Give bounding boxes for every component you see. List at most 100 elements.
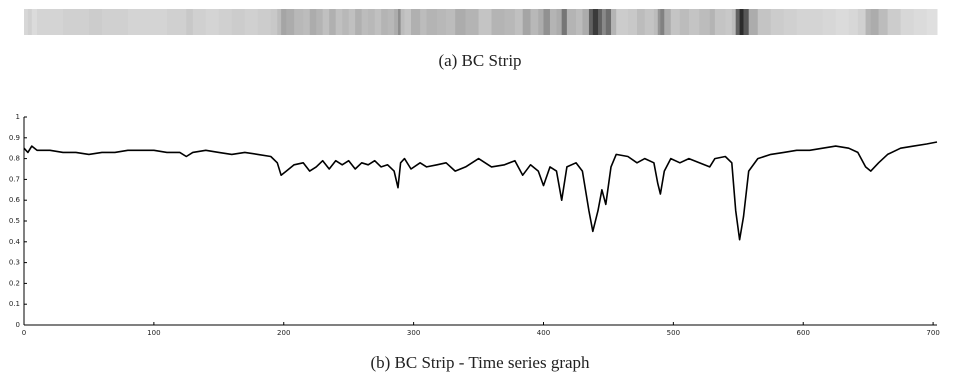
strip-cell [660, 9, 664, 35]
strip-cell [310, 9, 317, 35]
strip-cell [556, 9, 562, 35]
strip-cell [455, 9, 466, 35]
y-tick-label: 0.6 [9, 196, 21, 204]
strip-cell [664, 9, 671, 35]
y-tick-label: 0.9 [9, 134, 20, 142]
strip-cell [336, 9, 343, 35]
strip-cell [598, 9, 602, 35]
strip-cell [141, 9, 154, 35]
strip-cell [28, 9, 32, 35]
strip-cell [245, 9, 258, 35]
strip-cell [323, 9, 330, 35]
strip-cell [193, 9, 206, 35]
strip-cell [671, 9, 681, 35]
strip-cell [927, 9, 938, 35]
x-tick-label: 500 [667, 329, 680, 337]
strip-cell [329, 9, 336, 35]
strip-cell [849, 9, 859, 35]
strip-cell [405, 9, 412, 35]
strip-cell [823, 9, 836, 35]
figure: (a) BC Strip (b) BC Strip - Time series … [0, 0, 966, 381]
page: (a) BC Strip (b) BC Strip - Time series … [0, 0, 966, 381]
strip-cell [479, 9, 492, 35]
strip-cell [616, 9, 628, 35]
strip-cell [543, 9, 550, 35]
strip-cell [394, 9, 398, 35]
strip-cell [154, 9, 167, 35]
y-tick-label: 1 [16, 113, 20, 121]
strip-cell [531, 9, 539, 35]
y-tick-label: 0 [16, 321, 20, 329]
strip-cell [645, 9, 655, 35]
strip-cell [63, 9, 76, 35]
strip-cell [858, 9, 866, 35]
y-tick-label: 0.2 [9, 279, 20, 287]
strip-cell [784, 9, 797, 35]
strip-cell [743, 9, 749, 35]
x-tick-label: 0 [22, 329, 26, 337]
strip-cell [167, 9, 180, 35]
x-tick-label: 400 [537, 329, 550, 337]
chart-caption: (b) BC Strip - Time series graph [370, 353, 590, 372]
strip-cell [102, 9, 115, 35]
strip-cell [914, 9, 927, 35]
strip-cell [427, 9, 438, 35]
strip-cell [76, 9, 89, 35]
strip-cell [420, 9, 427, 35]
strip-cell [871, 9, 879, 35]
strip-cell [446, 9, 456, 35]
strip-cell [258, 9, 271, 35]
strip-cell [206, 9, 219, 35]
strip-cell [186, 9, 193, 35]
strip-cell [362, 9, 369, 35]
series-line [24, 142, 937, 240]
strip-cell [758, 9, 771, 35]
y-tick-label: 0.5 [9, 217, 20, 225]
strip-cell [523, 9, 531, 35]
strip-cell [437, 9, 447, 35]
strip-cell [562, 9, 568, 35]
strip-cell [888, 9, 901, 35]
strip-cell [593, 9, 599, 35]
strip-cell [294, 9, 304, 35]
strip-cell [411, 9, 421, 35]
strip-cell [749, 9, 759, 35]
strip-cell [736, 9, 740, 35]
strip-cell [381, 9, 388, 35]
strip-cell [368, 9, 375, 35]
strip-cell [355, 9, 362, 35]
strip-cell [515, 9, 523, 35]
strip-cell [24, 9, 28, 35]
strip-cell [901, 9, 914, 35]
y-tick-label: 0.8 [9, 155, 20, 163]
y-tick-label: 0.4 [9, 238, 21, 246]
x-tick-label: 200 [277, 329, 290, 337]
x-tick-label: 300 [407, 329, 420, 337]
strip-cell [286, 9, 294, 35]
strip-cell [505, 9, 516, 35]
strip-cell [576, 9, 583, 35]
x-tick-label: 600 [797, 329, 810, 337]
strip-cell [316, 9, 323, 35]
strip-cell [725, 9, 732, 35]
strip-cell [277, 9, 281, 35]
strip-cell [303, 9, 310, 35]
strip-cell [281, 9, 287, 35]
strip-cell [836, 9, 849, 35]
x-tick-label: 100 [147, 329, 160, 337]
strip-cell [611, 9, 617, 35]
strip-cell [689, 9, 700, 35]
strip-cell [606, 9, 612, 35]
y-tick-label: 0.3 [9, 259, 20, 267]
strip-cell [680, 9, 690, 35]
strip-cell [879, 9, 889, 35]
strip-caption: (a) BC Strip [438, 51, 521, 70]
strip-cell [538, 9, 544, 35]
strip-cell [349, 9, 356, 35]
strip-cell [180, 9, 187, 35]
strip-cell [710, 9, 716, 35]
strip-cell [810, 9, 823, 35]
strip-cell [89, 9, 102, 35]
strip-cell [219, 9, 232, 35]
y-tick-label: 0.1 [9, 300, 20, 308]
